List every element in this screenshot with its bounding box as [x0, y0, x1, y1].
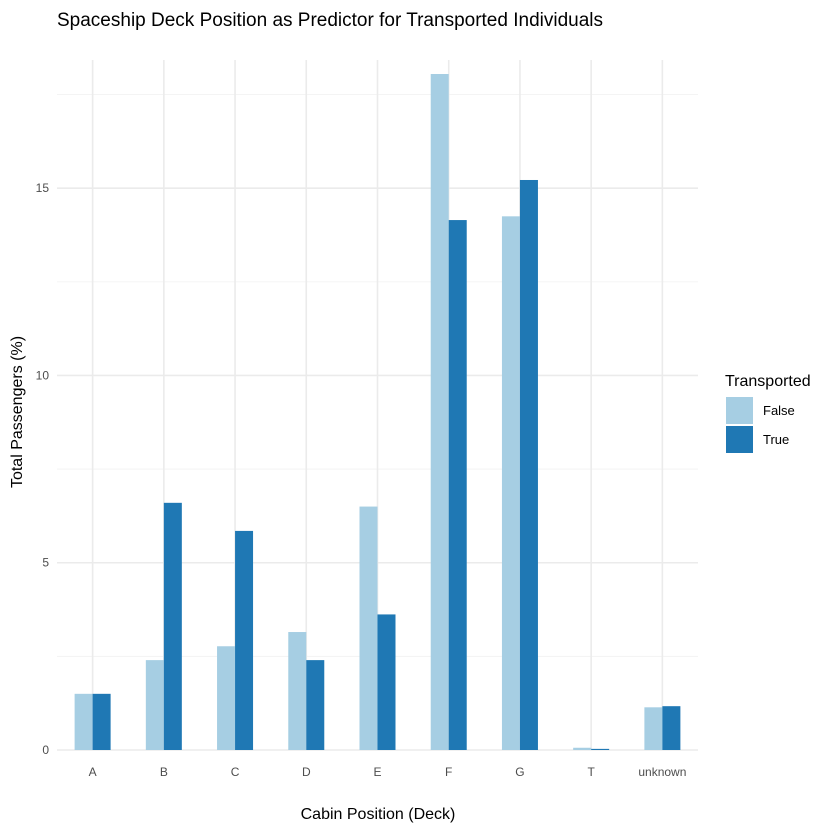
x-tick-label: C [231, 765, 240, 779]
bar-false-a [74, 693, 93, 750]
bar-false-c [217, 646, 236, 750]
y-tick-label: 10 [36, 368, 50, 382]
bar-true-d [306, 660, 325, 750]
y-tick-label: 0 [42, 743, 49, 757]
x-tick-label: F [445, 765, 452, 779]
legend-label-false: False [763, 403, 795, 418]
bar-false-t [573, 747, 592, 750]
bar-false-d [288, 632, 307, 750]
legend-label-true: True [763, 432, 789, 447]
bar-true-b [163, 502, 182, 750]
x-tick-label: B [160, 765, 168, 779]
bar-false-g [501, 216, 520, 750]
bar-true-e [377, 614, 396, 750]
y-axis-title: Total Passengers (%) [9, 336, 26, 488]
x-tick-label: D [302, 765, 311, 779]
bar-false-b [145, 660, 164, 750]
legend: Transported False True [725, 373, 811, 453]
x-tick-label: A [89, 765, 97, 779]
chart-title: Spaceship Deck Position as Predictor for… [57, 10, 603, 31]
x-axis-title: Cabin Position (Deck) [301, 806, 456, 823]
legend-items: False True [726, 397, 795, 453]
bar-true-unknown [662, 706, 681, 750]
bar-true-g [519, 179, 538, 751]
bar-false-e [359, 506, 378, 750]
legend-title: Transported [725, 373, 811, 390]
bar-false-f [430, 74, 449, 750]
bars [74, 74, 681, 751]
bar-true-a [92, 693, 111, 750]
bar-true-f [448, 220, 467, 751]
legend-swatch-true [726, 426, 753, 453]
legend-swatch-false [726, 397, 753, 424]
x-tick-label: G [515, 765, 524, 779]
x-tick-label: E [373, 765, 381, 779]
y-axis-ticks: 0 5 10 15 [36, 181, 50, 757]
x-tick-label: unknown [638, 765, 686, 779]
y-tick-label: 15 [36, 181, 50, 195]
bar-true-t [591, 748, 610, 750]
bar-false-unknown [644, 707, 663, 750]
y-tick-label: 5 [42, 556, 49, 570]
bar-true-c [235, 530, 254, 750]
x-tick-label: T [587, 765, 595, 779]
